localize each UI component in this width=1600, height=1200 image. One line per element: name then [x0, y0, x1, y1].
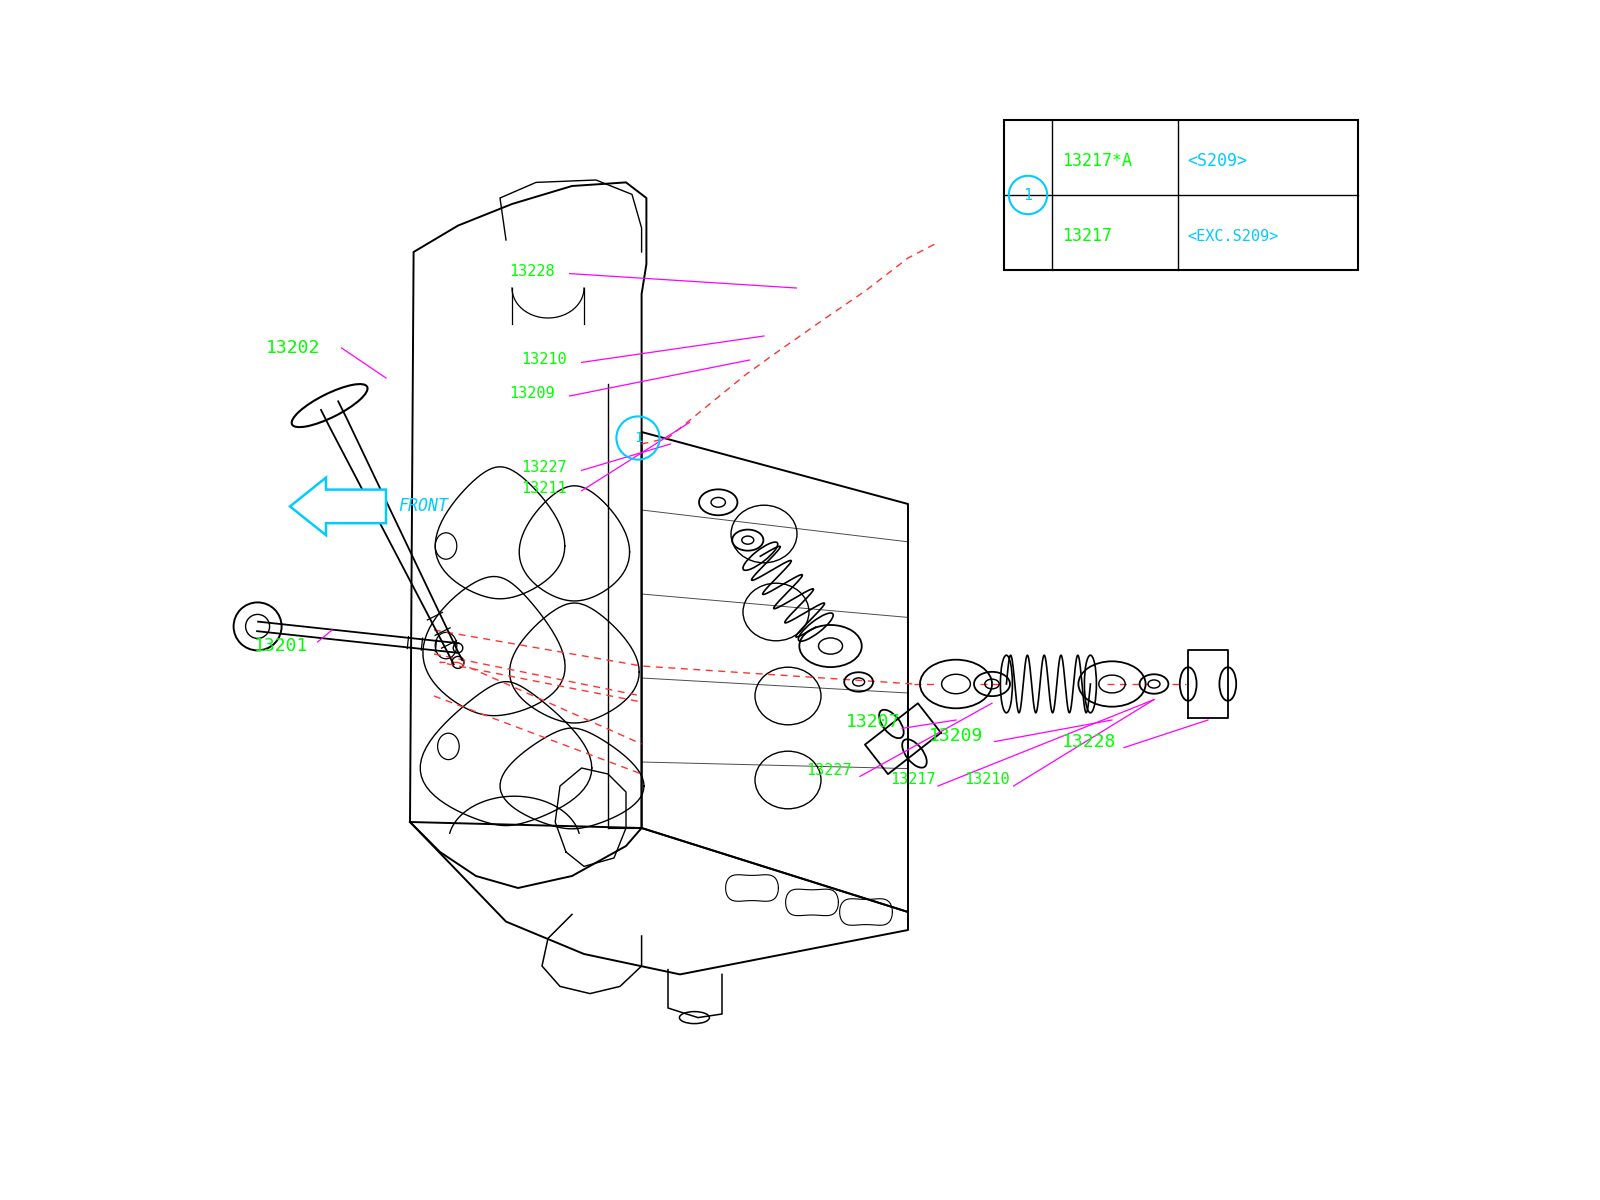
- Text: 13201: 13201: [254, 636, 309, 655]
- Text: FRONT: FRONT: [398, 498, 448, 516]
- Text: <EXC.S209>: <EXC.S209>: [1187, 229, 1278, 244]
- Text: 13227: 13227: [522, 461, 568, 475]
- Text: 13217*A: 13217*A: [1062, 152, 1131, 170]
- Text: 1: 1: [1024, 187, 1032, 203]
- FancyArrow shape: [290, 478, 386, 535]
- Text: 13202: 13202: [266, 338, 320, 358]
- Text: 13209: 13209: [928, 726, 982, 744]
- Text: 13210: 13210: [965, 773, 1010, 787]
- Text: 13207: 13207: [845, 713, 899, 731]
- Text: <S209>: <S209>: [1187, 152, 1248, 170]
- Text: 1: 1: [634, 431, 642, 445]
- Text: 13211: 13211: [522, 481, 568, 496]
- Text: 13217: 13217: [890, 773, 936, 787]
- Text: 13210: 13210: [522, 353, 568, 367]
- Text: 13228: 13228: [1062, 732, 1115, 751]
- Bar: [1005, 120, 1358, 270]
- Text: 13228: 13228: [509, 264, 555, 278]
- Text: 13209: 13209: [509, 386, 555, 401]
- Text: 13227: 13227: [806, 763, 851, 778]
- Text: 13217: 13217: [1062, 227, 1112, 245]
